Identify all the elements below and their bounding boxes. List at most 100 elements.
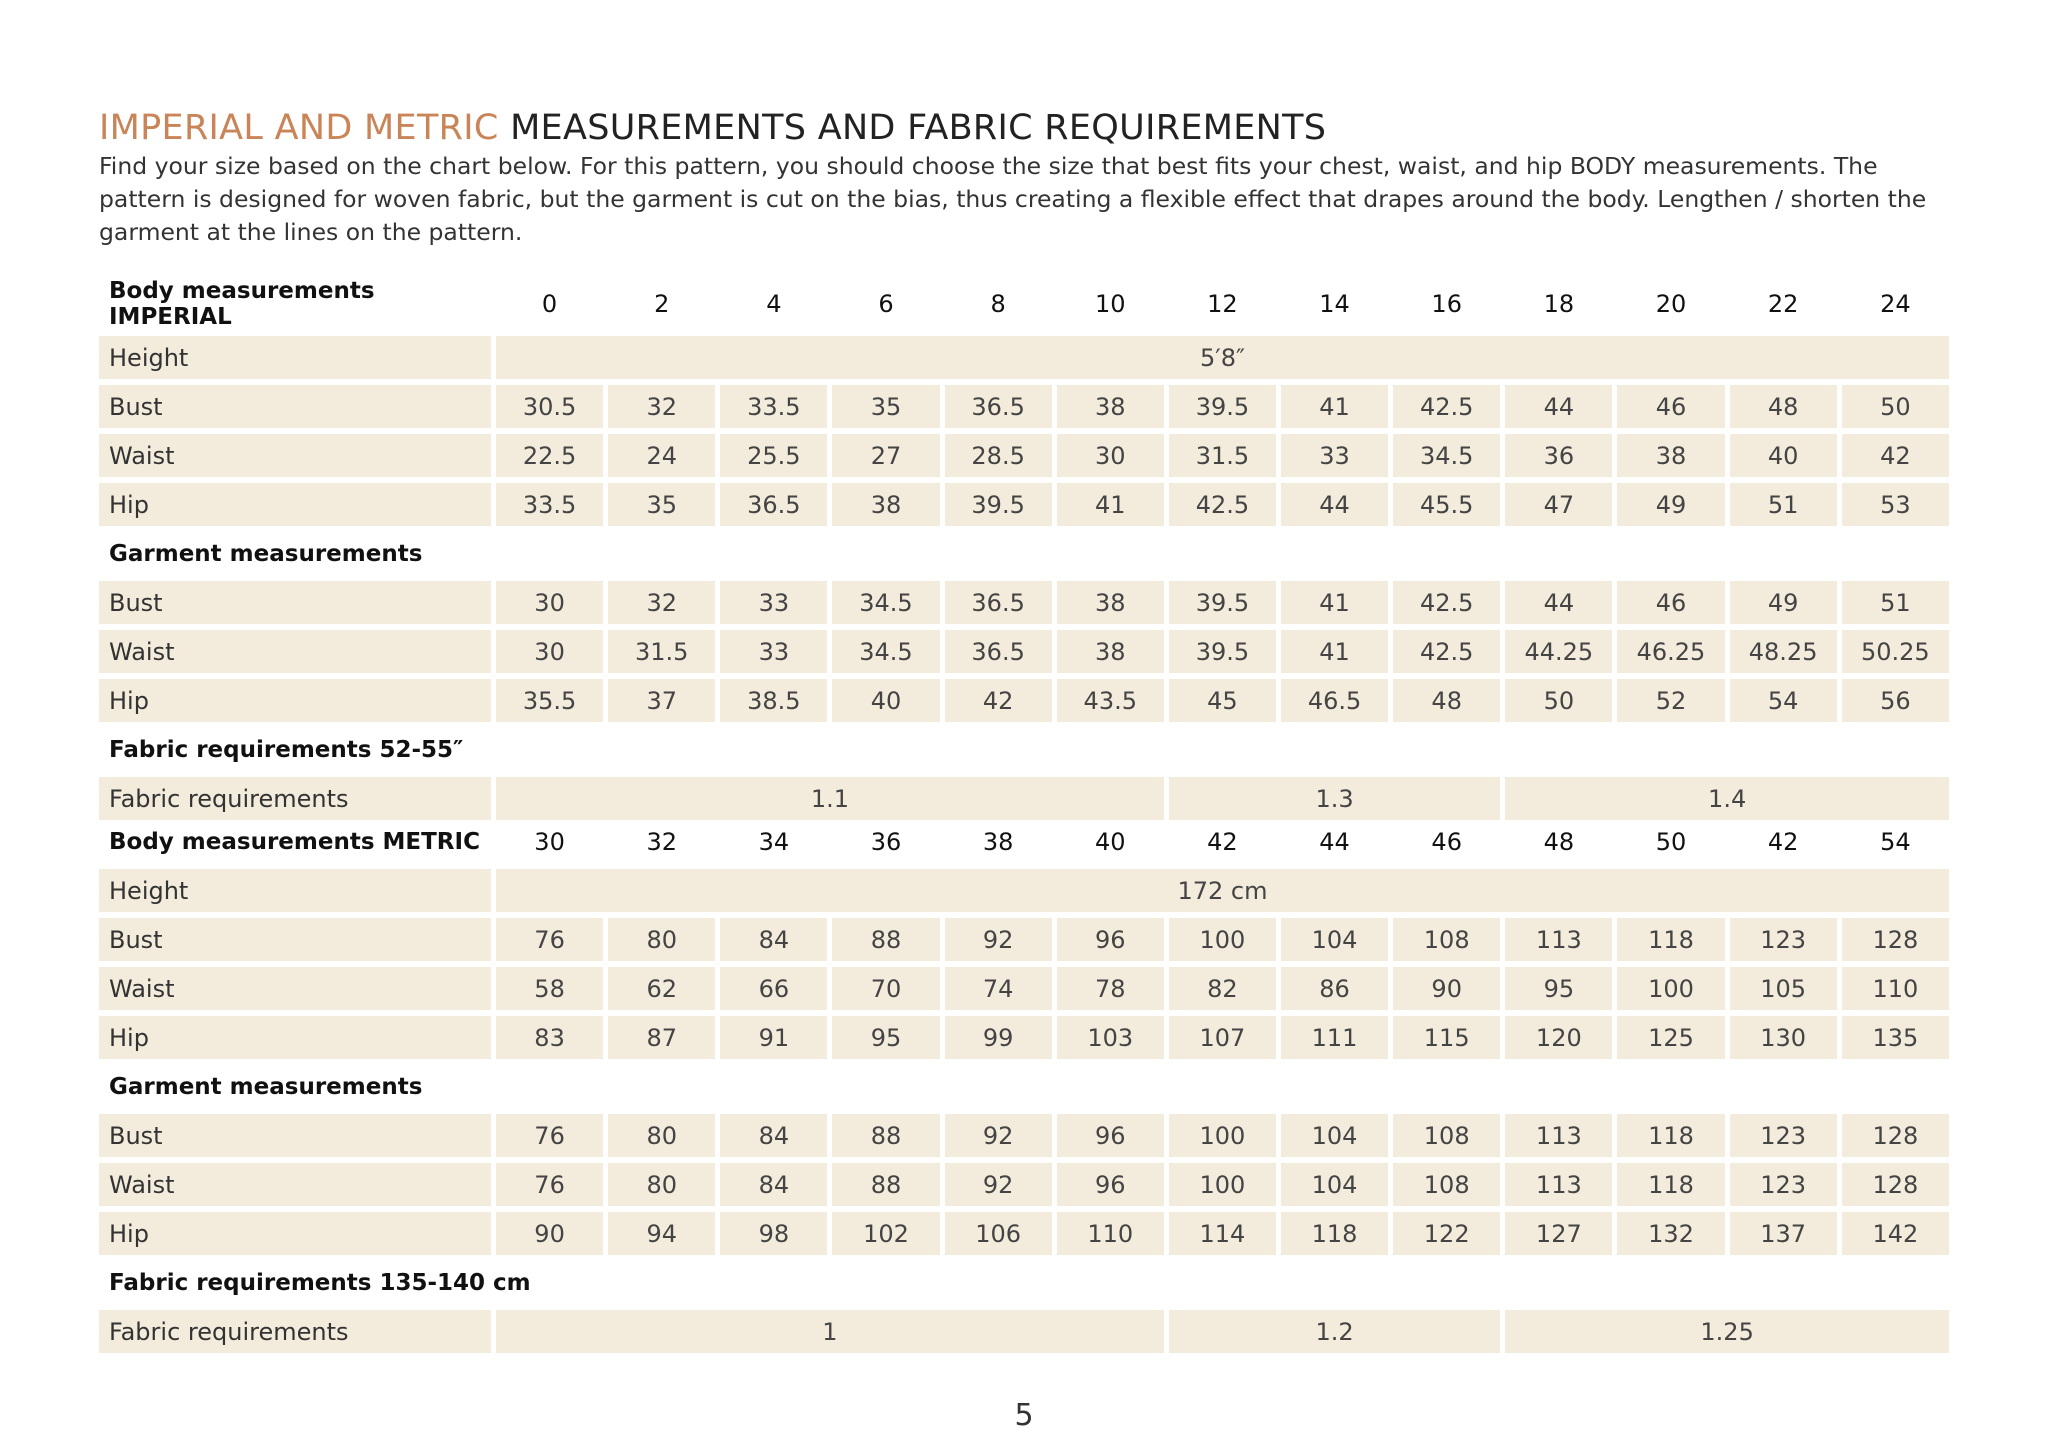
measure-cell: 30.5 (496, 385, 604, 428)
measure-cell: 118 (1617, 1163, 1725, 1206)
measure-cell: 113 (1505, 918, 1613, 961)
measure-cell: 49 (1617, 483, 1725, 526)
garment-heading-row: Garment measurements (99, 532, 1949, 575)
measure-cell: 80 (608, 1163, 716, 1206)
measure-cell: 32 (608, 581, 716, 624)
measure-cell: 88 (832, 1163, 940, 1206)
measure-cell: 48 (1729, 385, 1837, 428)
measure-cell: 38 (1617, 434, 1725, 477)
measure-cell: 111 (1280, 1016, 1389, 1059)
measure-cell: 83 (496, 1016, 604, 1059)
measure-cell: 78 (1056, 967, 1164, 1010)
measure-cell: 37 (608, 679, 716, 722)
measure-cell: 98 (720, 1212, 828, 1255)
row-label: Fabric requirements (99, 1310, 491, 1353)
fabric-heading-row: Fabric requirements 52-55″ (99, 728, 1949, 771)
measure-cell: 36.5 (944, 630, 1052, 673)
garment-row: Waist 76 80 84 88 92 96 100 104 108 113 118 123 128 (99, 1163, 1949, 1206)
measure-cell: 42.5 (1393, 581, 1501, 624)
measure-cell: 113 (1505, 1114, 1613, 1157)
measure-cell: 128 (1841, 1163, 1949, 1206)
measure-cell: 108 (1393, 918, 1501, 961)
body-row: Hip 83 87 91 95 99 103 107 111 115 120 125 130 135 (99, 1016, 1949, 1059)
row-label: Waist (99, 434, 491, 477)
measure-cell: 120 (1505, 1016, 1613, 1059)
measure-cell: 137 (1729, 1212, 1837, 1255)
measure-cell: 38 (832, 483, 940, 526)
measure-cell: 54 (1729, 679, 1837, 722)
row-label: Hip (99, 1016, 491, 1059)
measure-cell: 70 (832, 967, 940, 1010)
measure-cell: 88 (832, 1114, 940, 1157)
measure-cell: 105 (1729, 967, 1837, 1010)
size-label: 30 (534, 827, 565, 856)
measure-cell: 62 (608, 967, 716, 1010)
body-row: Hip 33.5 35 36.5 38 39.5 41 42.5 44 45.5 47 49 51 53 (99, 483, 1949, 526)
measure-cell: 51 (1729, 483, 1837, 526)
page-number: 5 (1014, 1398, 1034, 1433)
height-row: Height 172 cm (99, 869, 1949, 912)
measure-cell: 46 (1617, 581, 1725, 624)
measure-cell: 108 (1393, 1163, 1501, 1206)
measure-cell: 80 (608, 918, 716, 961)
measure-cell: 108 (1393, 1114, 1501, 1157)
measure-cell: 31.5 (1168, 434, 1276, 477)
section-heading: Garment measurements (109, 1073, 423, 1100)
measure-cell: 94 (608, 1212, 716, 1255)
measure-cell: 44 (1280, 483, 1389, 526)
section-heading: Garment measurements (109, 540, 423, 567)
measure-cell: 35.5 (496, 679, 604, 722)
measure-cell: 106 (944, 1212, 1052, 1255)
size-label: 44 (1319, 827, 1350, 856)
measure-cell: 51 (1841, 581, 1949, 624)
fabric-cell: 1.4 (1505, 777, 1949, 820)
garment-row: Bust 76 80 84 88 92 96 100 104 108 113 118 123 128 (99, 1114, 1949, 1157)
measure-cell: 76 (496, 918, 604, 961)
measure-cell: 135 (1841, 1016, 1949, 1059)
size-label: 8 (990, 290, 1006, 318)
row-label: Bust (99, 918, 491, 961)
measure-cell: 34.5 (1393, 434, 1501, 477)
measure-cell: 56 (1841, 679, 1949, 722)
table-body: Body measurements IMPERIAL 0 2 4 6 8 10 12 14 16 1… (99, 278, 1949, 820)
measure-cell: 66 (720, 967, 828, 1010)
size-label: 40 (1095, 827, 1126, 856)
size-table: Body measurements METRIC 30 32 34 36 38 40 42 44… (94, 814, 1954, 1359)
measure-cell: 38 (1056, 581, 1164, 624)
size-table: Body measurements IMPERIAL 0 2 4 6 8 10 12 14 16 1… (94, 272, 1954, 826)
measure-cell: 34.5 (832, 630, 940, 673)
section-heading: Body measurements METRIC (109, 828, 480, 855)
measure-cell: 92 (944, 1163, 1052, 1206)
measure-cell: 96 (1056, 918, 1164, 961)
section-heading: Body measurements IMPERIAL (109, 278, 375, 330)
fabric-heading-row: Fabric requirements 135-140 cm (99, 1261, 1949, 1304)
measure-cell: 35 (832, 385, 940, 428)
measure-cell: 100 (1168, 918, 1276, 961)
measure-cell: 50 (1505, 679, 1613, 722)
measure-cell: 36.5 (944, 581, 1052, 624)
row-label: Bust (99, 1114, 491, 1157)
measure-cell: 49 (1729, 581, 1837, 624)
measure-cell: 84 (720, 1163, 828, 1206)
measure-cell: 104 (1280, 1163, 1389, 1206)
height-row: Height 5′8″ (99, 336, 1949, 379)
measure-cell: 90 (1393, 967, 1501, 1010)
measure-cell: 39.5 (944, 483, 1052, 526)
measure-cell: 33 (720, 581, 828, 624)
measure-cell: 100 (1168, 1114, 1276, 1157)
row-label: Height (99, 336, 491, 379)
measure-cell: 91 (720, 1016, 828, 1059)
fabric-row: Fabric requirements 1 1.2 1.25 (99, 1310, 1949, 1353)
measure-cell: 132 (1617, 1212, 1725, 1255)
measure-cell: 30 (496, 581, 604, 624)
measure-cell: 48 (1393, 679, 1501, 722)
measure-cell: 39.5 (1168, 630, 1276, 673)
measure-cell: 42 (944, 679, 1052, 722)
section-heading: Fabric requirements 52-55″ (109, 736, 464, 763)
measure-cell: 122 (1393, 1212, 1501, 1255)
size-label: 12 (1207, 290, 1238, 318)
measure-cell: 28.5 (944, 434, 1052, 477)
row-label: Waist (99, 630, 491, 673)
measure-cell: 82 (1168, 967, 1276, 1010)
